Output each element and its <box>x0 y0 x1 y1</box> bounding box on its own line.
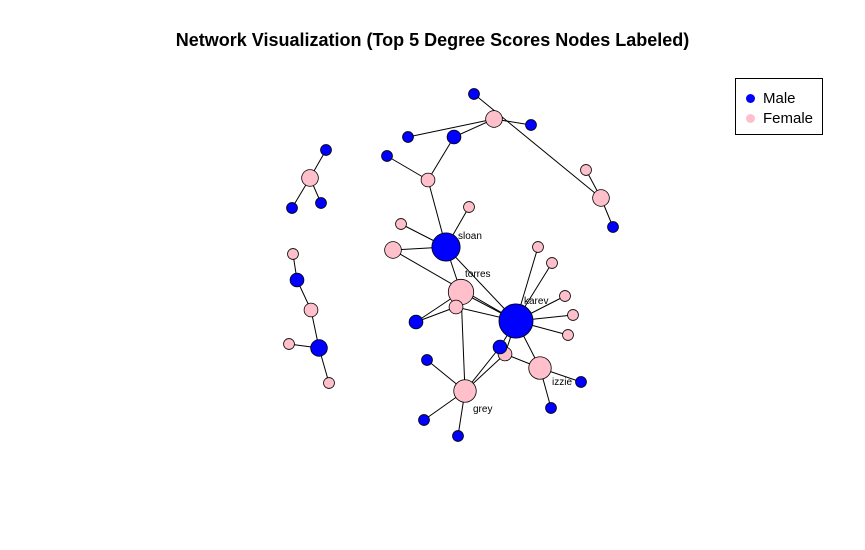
node-n22 <box>463 201 475 213</box>
edge-n2-n13 <box>407 118 495 138</box>
node-n16 <box>287 248 299 260</box>
legend-item-male: Male <box>746 88 796 108</box>
chart-title: Network Visualization (Top 5 Degree Scor… <box>175 30 690 50</box>
legend-label-male: Male <box>763 89 796 107</box>
legend: Male Female <box>735 78 823 135</box>
node-label-grey: grey <box>473 404 492 415</box>
node-n35 <box>545 402 557 414</box>
node-label-izzie: izzie <box>552 377 572 388</box>
node-n3 <box>446 129 462 145</box>
node-layer <box>283 88 619 442</box>
node-n33 <box>408 314 424 330</box>
node-n27 <box>559 290 571 302</box>
label-layer: sloan karev torres grey izzie <box>458 231 572 415</box>
node-n11 <box>468 88 480 100</box>
node-n19 <box>310 339 328 357</box>
node-n7 <box>580 164 592 176</box>
node-n37 <box>418 414 430 426</box>
node-n25 <box>532 241 544 253</box>
node-label-torres: torres <box>465 269 491 280</box>
node-n23 <box>395 218 407 230</box>
node-karev <box>498 303 534 339</box>
node-n36 <box>421 354 433 366</box>
node-izzie <box>528 356 552 380</box>
node-n28 <box>567 309 579 321</box>
node-n38 <box>452 430 464 442</box>
node-sloan <box>431 232 461 262</box>
node-n10 <box>607 221 619 233</box>
edge-n14-n15 <box>386 155 429 181</box>
legend-item-female: Female <box>746 108 813 128</box>
legend-swatch-male <box>746 93 755 103</box>
edge-n3-n14 <box>427 136 455 181</box>
node-n15 <box>381 150 393 162</box>
edge-n9-n11 <box>473 93 602 199</box>
node-n9 <box>592 189 610 207</box>
node-label-sloan: sloan <box>458 231 482 242</box>
node-n30 <box>448 299 464 315</box>
node-n13 <box>402 131 414 143</box>
legend-label-female: Female <box>763 109 814 127</box>
node-n26 <box>546 257 558 269</box>
node-n6 <box>315 197 327 209</box>
node-n2 <box>485 110 503 128</box>
node-n34 <box>575 376 587 388</box>
node-n5 <box>286 202 298 214</box>
node-n14 <box>420 172 436 188</box>
node-n20 <box>283 338 295 350</box>
node-n29 <box>562 329 574 341</box>
node-n1 <box>301 169 319 187</box>
node-grey <box>453 379 477 403</box>
node-n17 <box>289 272 305 288</box>
node-n32 <box>492 339 508 355</box>
node-n24 <box>384 241 402 259</box>
node-n4 <box>320 144 332 156</box>
legend-swatch-female <box>746 113 755 123</box>
node-n18 <box>303 302 319 318</box>
node-n12 <box>525 119 537 131</box>
node-label-karev: karev <box>524 296 548 307</box>
node-n21 <box>323 377 335 389</box>
